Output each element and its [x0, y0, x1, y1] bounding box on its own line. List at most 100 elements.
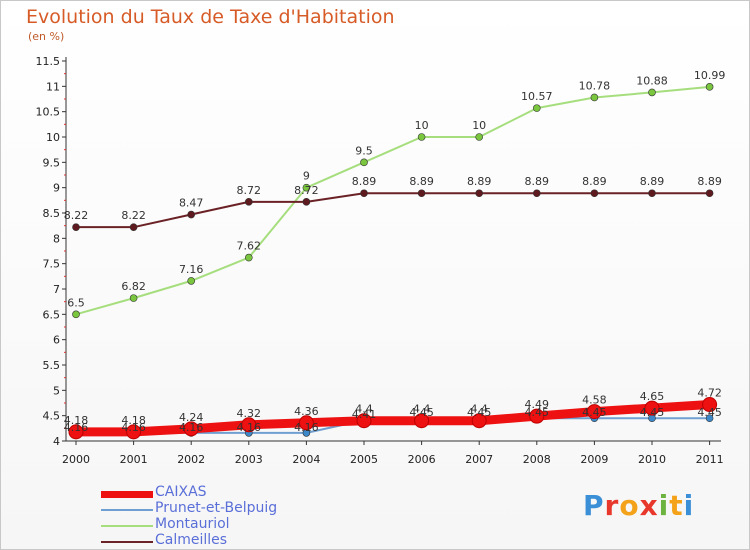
data-label: 4.16: [179, 421, 204, 434]
data-label: 4.16: [237, 421, 262, 434]
y-tick-label: 5: [53, 384, 60, 397]
data-point: [471, 413, 487, 429]
legend-label: Prunet-et-Belpuig: [155, 500, 278, 516]
data-label: 8.22: [64, 209, 89, 222]
data-point: [72, 310, 80, 319]
data-label: 4.65: [640, 390, 665, 403]
y-tick-label: 11.5: [36, 55, 61, 68]
y-tick-label: 5.5: [43, 359, 61, 372]
data-label: 8.89: [525, 175, 550, 188]
chart-unit-label: (en %): [28, 30, 65, 43]
data-point: [360, 158, 368, 167]
data-label: 4.4: [470, 403, 488, 416]
data-label: 10.88: [636, 74, 668, 87]
data-point: [129, 223, 138, 231]
data-point: [356, 413, 372, 429]
y-tick-label: 7: [53, 283, 60, 296]
data-label: 8.22: [121, 209, 146, 222]
data-point: [245, 253, 253, 262]
data-label: 10.57: [521, 90, 553, 103]
data-label: 4.45: [409, 406, 434, 419]
y-tick-label: 10.5: [36, 106, 61, 119]
legend-item: Prunet-et-Belpuig: [101, 500, 361, 518]
data-label: 9.5: [355, 144, 373, 157]
data-point: [68, 424, 84, 440]
y-tick-label: 4: [53, 435, 60, 448]
data-point: [705, 189, 714, 198]
data-point: [72, 223, 80, 231]
x-tick-label: 2006: [408, 453, 436, 466]
y-tick-label: 8: [53, 232, 60, 245]
data-point: [417, 133, 426, 141]
data-label: 8.72: [237, 184, 262, 197]
data-label: 4.45: [697, 406, 722, 419]
x-tick-label: 2001: [120, 453, 148, 466]
data-label: 10.78: [579, 79, 611, 92]
data-point: [590, 93, 599, 102]
x-tick-label: 2002: [177, 453, 205, 466]
legend-item: Calmeilles: [101, 532, 361, 550]
data-label: 4.58: [582, 394, 607, 407]
data-label: 4.24: [179, 411, 204, 424]
data-point: [648, 189, 656, 198]
data-point: [702, 397, 718, 413]
legend-label: Montauriol: [155, 516, 230, 532]
data-label: 8.89: [582, 175, 607, 188]
data-point: [529, 408, 545, 424]
legend-swatch: [101, 541, 153, 543]
data-point: [187, 277, 195, 285]
proxiti-logo: Proxiti: [583, 489, 694, 522]
data-label: 6.82: [121, 280, 146, 293]
logo-letter: x: [639, 489, 659, 522]
x-tick-label: 2008: [523, 453, 551, 466]
chart-title: Evolution du Taux de Taxe d'Habitation: [26, 6, 395, 28]
data-label: 8.72: [294, 184, 319, 197]
data-label: 8.89: [640, 175, 665, 188]
data-point: [475, 133, 484, 141]
data-label: 4.72: [697, 387, 722, 400]
x-tick-label: 2004: [292, 453, 320, 466]
x-tick-label: 2010: [638, 453, 666, 466]
data-label: 7.16: [179, 263, 204, 276]
x-tick-label: 2005: [350, 453, 378, 466]
data-label: 4.16: [121, 421, 146, 434]
data-point: [129, 294, 138, 302]
data-label: 8.89: [352, 175, 377, 188]
y-tick-label: 10: [46, 131, 60, 144]
y-tick-label: 11: [46, 80, 60, 93]
data-point: [360, 189, 368, 198]
x-tick-label: 2000: [62, 453, 90, 466]
series-line-caixas: [71, 400, 715, 437]
y-tick-label: 6.5: [43, 308, 61, 321]
data-label: 6.5: [67, 296, 85, 309]
logo-letter: i: [658, 489, 670, 522]
data-label: 8.89: [697, 175, 722, 188]
data-label: 8.89: [467, 175, 492, 188]
series-line-montauriol: [75, 85, 711, 316]
data-point: [705, 83, 714, 91]
x-tick-label: 2009: [580, 453, 608, 466]
data-point: [648, 88, 656, 97]
legend-swatch: [101, 490, 153, 498]
logo-letter: t: [669, 489, 684, 522]
x-tick-label: 2007: [465, 453, 493, 466]
data-label: 4.4: [355, 403, 373, 416]
data-label: 4.18: [64, 414, 89, 427]
y-tick-label: 9.5: [43, 156, 61, 169]
data-point: [414, 413, 430, 429]
data-label: 4.49: [525, 398, 550, 411]
data-label: 10.99: [694, 69, 726, 82]
legend-label: CAIXAS: [155, 484, 207, 500]
data-label: 4.45: [582, 406, 607, 419]
data-label: 7.62: [237, 240, 262, 253]
data-label: 4.32: [237, 407, 262, 420]
logo-letter: i: [683, 489, 695, 522]
y-tick-label: 6: [53, 334, 60, 347]
data-point: [705, 414, 714, 423]
legend-label: Calmeilles: [155, 532, 228, 548]
data-point: [644, 400, 660, 416]
data-label: 10: [472, 119, 486, 132]
data-point: [187, 210, 195, 219]
